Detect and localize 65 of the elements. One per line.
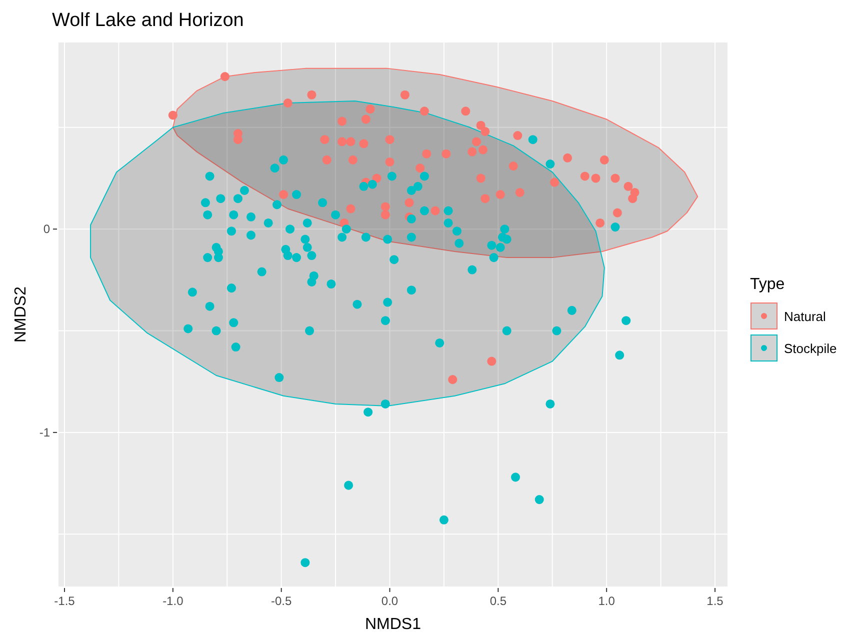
x-tick-label: -1.0 (162, 594, 184, 608)
point (400, 90, 410, 100)
x-tick-label: -1.5 (54, 594, 76, 608)
point (515, 188, 524, 197)
point (338, 116, 347, 126)
point (563, 153, 572, 162)
point (420, 106, 429, 116)
legend-title: Type (750, 276, 786, 294)
point (550, 178, 560, 187)
point (480, 126, 490, 136)
point (508, 162, 518, 171)
point (322, 155, 332, 164)
point (307, 90, 316, 100)
point (385, 135, 394, 144)
point (404, 198, 414, 208)
point (422, 149, 432, 158)
point (320, 135, 330, 144)
point (416, 164, 425, 173)
point (448, 375, 458, 384)
x-tick-label: 1.5 (706, 594, 724, 608)
point (472, 137, 481, 146)
x-tick-label: 1.0 (598, 594, 616, 608)
point (346, 137, 356, 146)
point (468, 147, 477, 156)
point (430, 206, 440, 216)
legend-label: Stockpile (784, 340, 837, 356)
point (220, 72, 230, 82)
point (338, 137, 347, 146)
x-tick-label: -0.5 (270, 594, 292, 608)
point (283, 98, 292, 108)
point (612, 208, 622, 218)
point (380, 202, 390, 212)
point (385, 157, 394, 166)
point (480, 194, 490, 204)
point (359, 139, 368, 148)
point (610, 174, 620, 183)
point (380, 210, 390, 220)
point (348, 155, 358, 164)
point (487, 356, 496, 366)
point (361, 114, 370, 124)
legend-label: Natural (784, 308, 826, 324)
point (476, 120, 486, 130)
x-tick-label: 0.0 (381, 594, 398, 608)
point (278, 190, 288, 200)
point (478, 145, 488, 154)
point (476, 174, 486, 183)
x-tick-label: 0.5 (490, 594, 507, 608)
point (591, 174, 600, 183)
point (496, 190, 505, 200)
point (600, 155, 609, 164)
point (624, 182, 633, 191)
point (461, 106, 470, 116)
point (366, 104, 375, 114)
point (628, 194, 638, 204)
y-tick-label: 0 (43, 222, 50, 236)
point (580, 172, 590, 181)
point (513, 131, 522, 140)
x-axis-title: NMDS1 (364, 616, 422, 633)
y-tick-label: -1 (39, 425, 50, 440)
chart-title: Wolf Lake and Horizon (52, 10, 244, 32)
point (168, 110, 178, 120)
point (596, 218, 605, 228)
point (346, 204, 356, 214)
y-axis-title: NMDS2 (12, 286, 30, 343)
point (442, 149, 451, 158)
